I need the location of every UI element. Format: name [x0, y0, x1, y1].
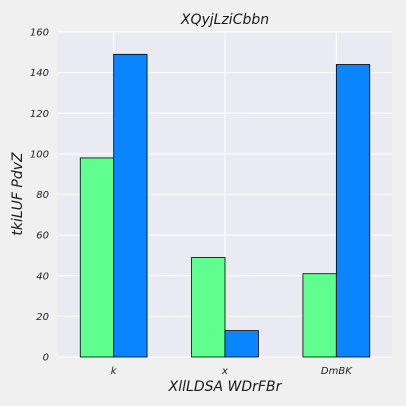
y-tick-label: 20	[36, 312, 49, 323]
y-axis-label: tkiLUF PdvZ	[10, 152, 26, 236]
y-axis-ticks: 0 20 40 60 80 100 120 140 160	[30, 28, 49, 364]
y-tick-label: 0	[43, 353, 49, 364]
x-axis-label: XllLDSA WDrFBr	[168, 379, 283, 395]
y-tick-label: 160	[30, 28, 49, 39]
y-tick-label: 120	[30, 109, 49, 120]
x-tick-label: DmBK	[321, 366, 353, 377]
y-tick-label: 140	[30, 68, 49, 79]
y-tick-label: 80	[36, 190, 49, 201]
y-tick-label: 40	[36, 271, 49, 282]
bar-series1-x	[191, 257, 226, 358]
y-tick-label: 100	[30, 149, 49, 160]
bar-series1-DmBK	[302, 273, 337, 358]
x-tick-label: k	[111, 366, 118, 377]
bar-series1-k	[79, 157, 115, 358]
bar-series2-DmBK	[335, 64, 371, 358]
chart-title: XQyjLziCbbn	[180, 12, 269, 28]
y-tick-label: 60	[36, 231, 49, 242]
x-axis-ticks: k x DmBK	[111, 366, 353, 377]
x-tick-label: x	[221, 366, 228, 377]
bar-series2-x	[224, 330, 259, 358]
bar-series2-k	[113, 53, 148, 358]
bars	[79, 53, 371, 358]
